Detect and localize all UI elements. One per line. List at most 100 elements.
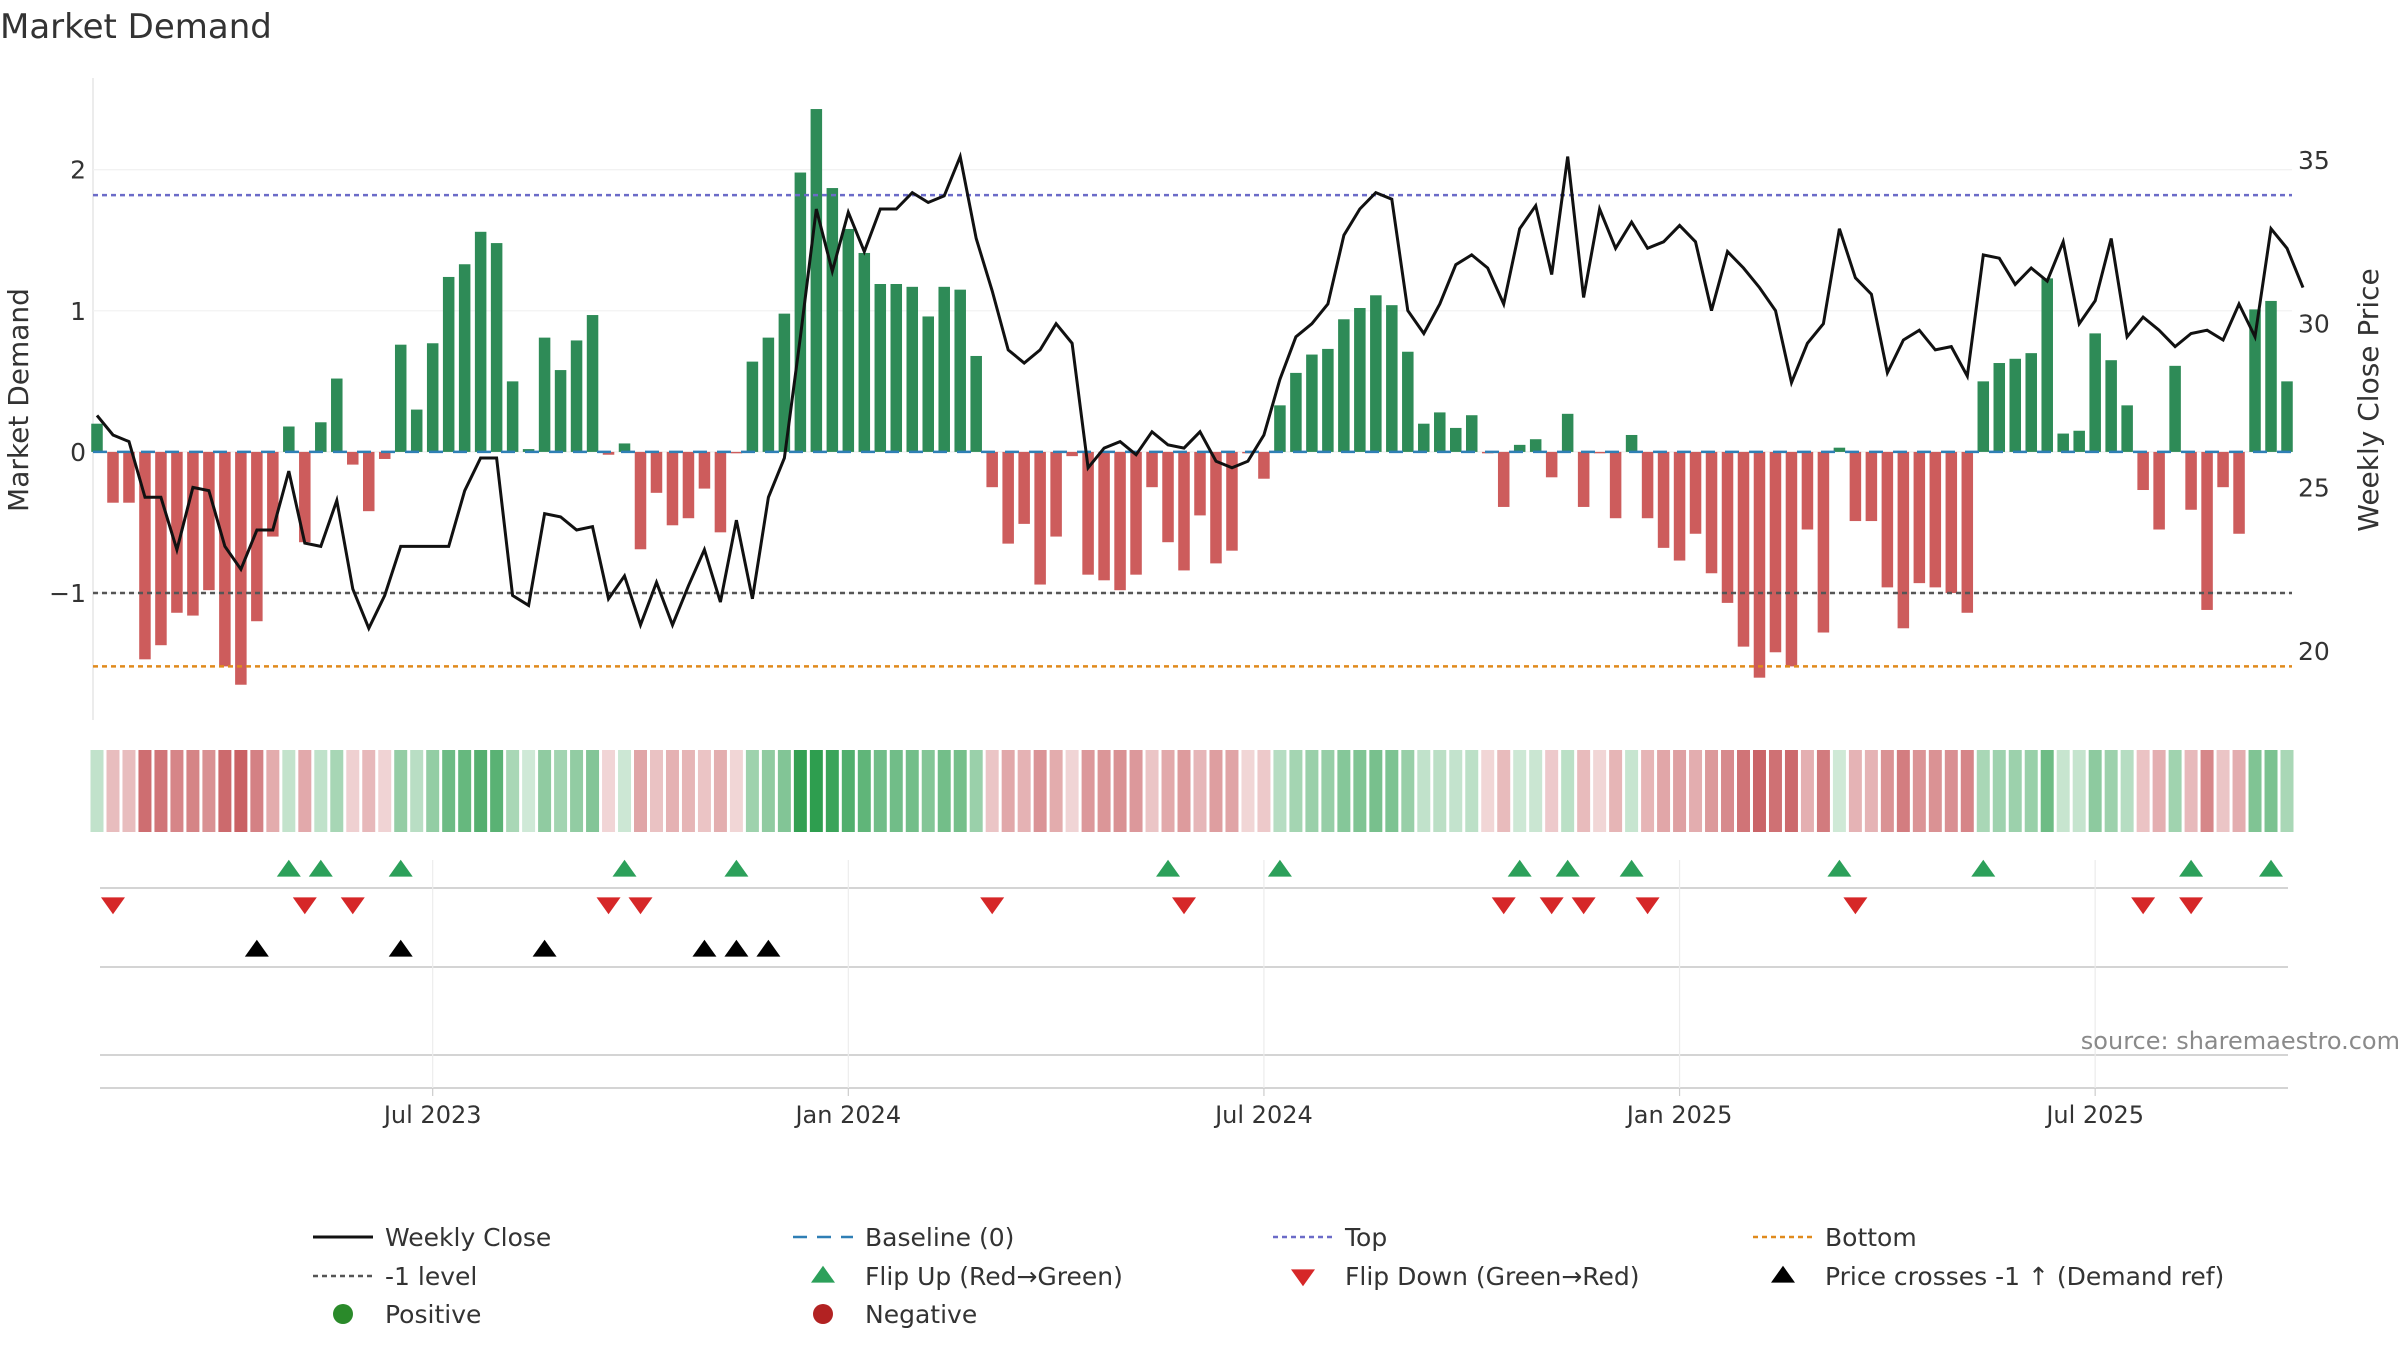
heat-cell xyxy=(1289,750,1303,832)
demand-bar xyxy=(602,451,615,455)
demand-bar xyxy=(922,316,934,452)
heat-cell xyxy=(1081,750,1095,832)
heat-cell xyxy=(90,750,104,832)
heat-cell xyxy=(1273,750,1287,832)
demand-bar xyxy=(1833,447,1846,452)
x-axis-ticks: Jul 2023 Jan 2024 Jul 2024 Jan 2025 Jul 2025 xyxy=(382,1088,2144,1129)
demand-bar xyxy=(874,284,887,452)
demand-bar xyxy=(1673,451,1686,561)
flip-down-marker xyxy=(2179,897,2204,915)
flip-down-marker xyxy=(1571,897,1596,915)
left-tick-label: 0 xyxy=(70,438,86,467)
legend-item: Flip Up (Red→Green) xyxy=(811,1262,1123,1291)
demand-bar xyxy=(2233,451,2245,534)
heat-cell xyxy=(1305,750,1319,832)
left-tick-label: 1 xyxy=(70,297,86,326)
demand-bar xyxy=(1961,451,1974,613)
demand-bar xyxy=(1753,451,1766,678)
demand-bar xyxy=(267,451,279,537)
demand-bar xyxy=(1130,451,1142,575)
heat-cell xyxy=(538,750,552,832)
demand-bar xyxy=(1210,451,1222,564)
left-tick-label: −1 xyxy=(49,579,86,608)
demand-bar xyxy=(1577,451,1590,507)
heat-cell xyxy=(378,750,392,832)
heat-cell xyxy=(2152,750,2166,832)
demand-bars xyxy=(91,109,2293,685)
demand-bar xyxy=(714,451,727,533)
flip-up-marker xyxy=(724,859,749,877)
price-cross-marker xyxy=(692,939,717,957)
heat-cell xyxy=(761,750,775,832)
demand-bar xyxy=(2185,451,2197,510)
legend-item: Price crosses -1 ↑ (Demand ref) xyxy=(1771,1262,2224,1291)
heat-cell xyxy=(889,750,903,832)
demand-bar xyxy=(1465,415,1478,452)
heat-cell xyxy=(649,750,663,832)
demand-bar xyxy=(378,451,391,459)
heat-cell xyxy=(1641,750,1655,832)
demand-bar xyxy=(2201,451,2213,610)
demand-bar xyxy=(954,289,966,452)
demand-bar xyxy=(1593,451,1606,454)
demand-bar xyxy=(1721,451,1734,603)
demand-bar xyxy=(1258,451,1270,479)
legend-item: Negative xyxy=(813,1300,977,1329)
demand-bar xyxy=(2153,451,2165,530)
demand-bar xyxy=(474,231,487,452)
heat-cell xyxy=(2184,750,2198,832)
heat-cell xyxy=(857,750,871,832)
heat-cell xyxy=(1033,750,1047,832)
heat-cell xyxy=(1816,750,1830,832)
demand-bar xyxy=(1034,451,1046,585)
legend-label: Negative xyxy=(865,1300,977,1329)
demand-bar xyxy=(331,378,343,452)
demand-bar xyxy=(171,451,183,613)
heat-cell xyxy=(346,750,360,832)
demand-bar xyxy=(1705,451,1718,574)
demand-bar xyxy=(123,451,135,503)
demand-bar xyxy=(1993,363,2006,452)
demand-bar xyxy=(1082,451,1094,575)
x-tick-label: Jul 2025 xyxy=(2044,1101,2144,1129)
legend-label: Bottom xyxy=(1825,1223,1917,1252)
demand-bar xyxy=(394,344,407,452)
flip-up-marker xyxy=(308,859,333,877)
heat-cell xyxy=(873,750,887,832)
heat-cell xyxy=(1497,750,1511,832)
demand-bar xyxy=(1497,451,1510,507)
heat-cell xyxy=(665,750,679,832)
heat-cell xyxy=(1225,750,1239,832)
chart-title: Market Demand xyxy=(0,7,272,47)
heat-cell xyxy=(777,750,791,832)
heat-cell xyxy=(1705,750,1719,832)
legend-label: Baseline (0) xyxy=(865,1223,1014,1252)
demand-bar xyxy=(490,243,503,452)
heat-cell xyxy=(1689,750,1703,832)
demand-bar xyxy=(1114,451,1126,591)
flip-down-marker xyxy=(1172,897,1197,915)
heat-cell xyxy=(1896,750,1910,832)
heat-cell xyxy=(1752,750,1766,832)
heat-cell xyxy=(618,750,632,832)
heat-cell xyxy=(1465,750,1479,832)
heat-cell xyxy=(2120,750,2134,832)
heat-cell xyxy=(122,750,136,832)
demand-bar xyxy=(251,451,263,622)
demand-bar xyxy=(299,451,311,543)
demand-bar xyxy=(139,451,151,660)
weekly-close-line xyxy=(95,151,2305,632)
demand-bar xyxy=(1370,295,1382,452)
heat-cell xyxy=(1609,750,1623,832)
flip-up-marker xyxy=(1267,859,1292,877)
legend: Weekly Close Baseline (0) Top Bottom -1 leve… xyxy=(313,1223,2224,1329)
heat-cell xyxy=(1337,750,1351,832)
demand-bar xyxy=(1066,451,1078,457)
demand-bar xyxy=(1977,381,1990,452)
heat-cell xyxy=(1193,750,1207,832)
signal-gridlines xyxy=(100,860,2288,1089)
heat-cell xyxy=(442,750,456,832)
legend-label: -1 level xyxy=(385,1262,477,1291)
heat-cell xyxy=(1912,750,1926,832)
